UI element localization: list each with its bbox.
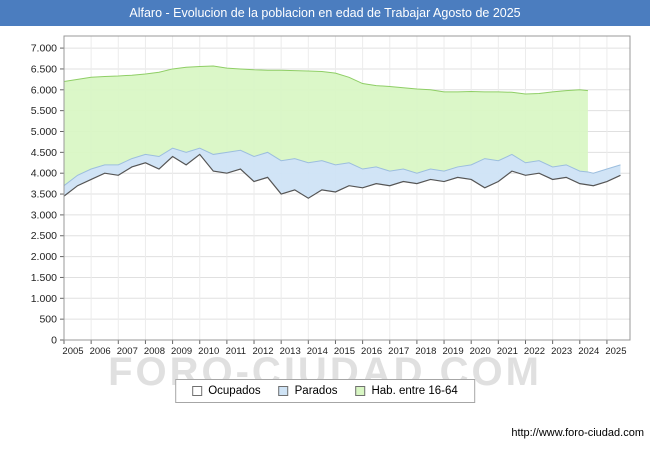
y-tick-label: 3.500 [31,189,57,201]
series-ocupados-line [63,153,621,199]
x-tick-label: 2010 [198,346,219,357]
x-tick-label: 2011 [226,346,246,357]
legend-item-hab-16-64: Hab. entre 16-64 [355,385,458,397]
series-hab-16-64-line [63,65,588,95]
y-tick-label: 5.000 [31,126,57,138]
x-tick-label: 2020 [470,346,491,357]
y-tick-label: 6.000 [31,84,57,96]
x-tick-label: 2017 [388,346,409,357]
x-tick-label: 2018 [415,346,436,357]
chart-title: Alfaro - Evolucion de la poblacion en ed… [129,6,521,20]
series-parados-line [63,147,621,187]
x-tick-label: 2025 [605,346,626,357]
legend-label-parados: Parados [294,385,338,397]
x-tick-label: 2022 [524,346,545,357]
y-tick-label: 1.500 [31,272,57,284]
y-tick-label: 4.500 [31,147,57,159]
legend-label-hab-16-64: Hab. entre 16-64 [371,385,458,397]
x-tick-label: 2009 [171,346,192,357]
legend-swatch-ocupados [192,386,203,396]
y-tick-label: 2.000 [31,251,57,263]
x-tick-label: 2021 [497,346,518,357]
chart-title-bar: Alfaro - Evolucion de la poblacion en ed… [0,0,650,26]
x-tick-label: 2006 [90,346,111,357]
x-tick-label: 2016 [361,346,382,357]
x-tick-label: 2005 [62,346,83,357]
x-tick-label: 2015 [334,346,355,357]
plot-border [63,35,631,341]
legend-item-ocupados: Ocupados [192,385,261,397]
y-tick-label: 7.000 [31,43,57,55]
x-tick-label: 2012 [252,346,273,357]
x-tick-label: 2014 [307,346,328,357]
chart-legend: Ocupados Parados Hab. entre 16-64 [175,379,475,403]
y-tick-label: 6.500 [31,63,57,75]
y-tick-label: 2.500 [31,230,57,242]
x-tick-label: 2013 [280,346,301,357]
legend-label-ocupados: Ocupados [208,385,261,397]
x-tick-label: 2023 [551,346,572,357]
x-tick-label: 2007 [117,346,138,357]
y-tick-label: 1.000 [31,293,57,305]
legend-swatch-hab-16-64 [355,386,366,396]
y-tick-label: 3.000 [31,209,57,221]
legend-swatch-parados [278,386,289,396]
y-tick-label: 500 [39,314,57,326]
site-url-link[interactable]: http://www.foro-ciudad.com [511,427,644,439]
x-tick-label: 2019 [442,346,463,357]
legend-item-parados: Parados [278,385,338,397]
y-tick-label: 5.500 [31,105,57,117]
y-tick-label: 4.000 [31,168,57,180]
y-tick-label: 0 [51,335,57,347]
x-tick-label: 2008 [144,346,165,357]
series-hab-16-64-area [64,66,588,186]
x-tick-label: 2024 [578,346,599,357]
